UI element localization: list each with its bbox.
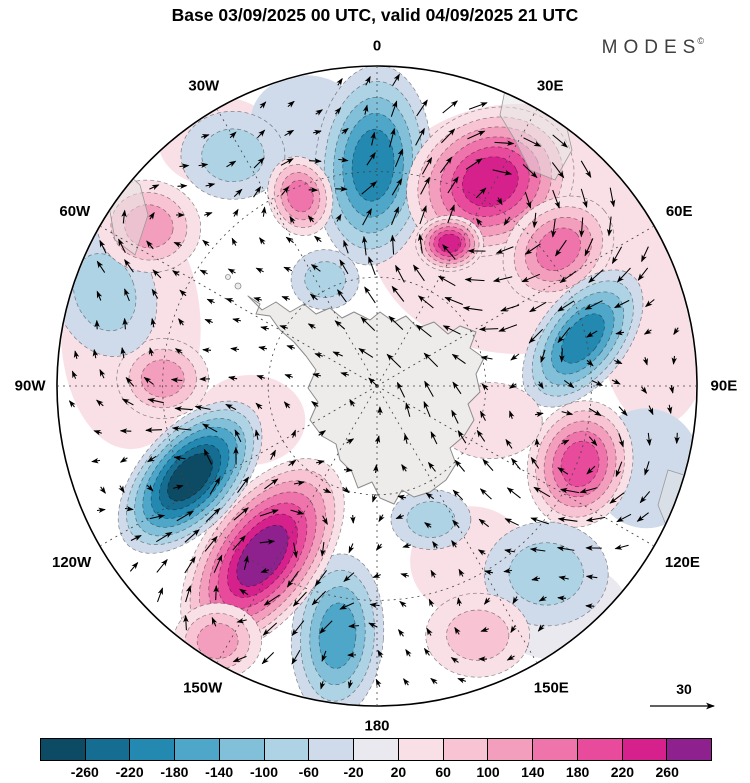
colorbar-tick-label: -220 [115,764,144,780]
colorbar-tick-label: 60 [435,764,451,780]
colorbar-cell [354,739,399,760]
colorbar-cell [533,739,578,760]
colorbar-cell [488,739,534,760]
reference-vector-label: 30 [676,681,692,697]
longitude-label: 30E [537,78,564,95]
longitude-label: 150E [534,679,569,696]
longitude-label: 60E [666,203,693,220]
copyright-icon: © [697,36,704,46]
colorbar-tick-labels: -260 -220 -180 -140 -100 -60 -20 20 60 100 140 180 2… [40,764,712,782]
island [225,274,231,280]
colorbar-tick-label: 260 [655,764,679,780]
anomaly-contour [140,359,185,398]
colorbar-tick-label: -260 [70,764,99,780]
anomaly-contour [196,623,239,660]
longitude-label: 90E [711,378,738,395]
antarctica-outline [247,295,485,505]
longitude-label: 30W [188,78,220,95]
colorbar-cell [219,739,265,760]
colorbar-tick-label: -100 [249,764,279,780]
colorbar-tick-label: -140 [205,764,234,780]
colorbar-cell [85,739,131,760]
colorbar-cell [264,739,310,760]
colorbar-cell [41,739,86,760]
polar-anomaly-map: 0 30E 60E 90E 120E 150E 180 150W 120W 90W 60W 30W 30 [15,38,738,733]
anomaly-contour [560,313,605,364]
anomaly-contour [560,440,600,488]
chart-title: Base 03/09/2025 00 UTC, valid 04/09/2025… [171,5,579,25]
anomaly-contour [351,128,395,202]
anomaly-contour [446,609,510,661]
longitude-label: 180 [364,718,389,733]
anomaly-contour [462,156,519,207]
longitude-label: 0 [373,38,381,55]
modes-logo-text: MODES [601,37,702,58]
modes-logo: MODES© [602,36,704,59]
anomaly-contour [73,253,137,332]
longitude-label: 120E [665,554,700,571]
colorbar-tick-label: 180 [565,764,590,780]
colorbar-tick-label: -60 [298,764,319,780]
colorbar-cell [309,739,355,760]
map-interior [58,67,696,705]
longitude-label: 60W [59,203,91,220]
wind-arrows [68,73,680,690]
anomaly-contour [508,542,584,606]
colorbar-cell [622,739,668,760]
colorbar-cell [175,739,220,760]
anomaly-contour [236,524,289,587]
colorbar-tick-label: 140 [521,764,545,780]
colorbar-tick-label: 220 [610,764,635,780]
coastline [657,469,696,546]
longitude-label: 90W [15,378,47,395]
colorbar-tick-label: -180 [160,764,189,780]
colorbar-cell [398,739,444,760]
colorbar-cell [443,739,489,760]
anomaly-contour [406,501,456,538]
colorbar-tick-label: -20 [343,764,364,780]
colorbar-cell [577,739,623,760]
longitude-label: 120W [52,554,92,571]
colorbar [40,738,712,761]
island [234,282,242,290]
anomaly-contour [437,233,462,254]
map-boundary [56,65,698,707]
colorbar-cell [667,739,712,760]
anomaly-contour [201,128,265,183]
colorbar-tick-label: 20 [390,764,407,780]
longitude-label: 150W [183,679,223,696]
colorbar-tick-label: 100 [476,764,500,780]
colorbar-cell [130,739,176,760]
anomaly-contour [318,602,357,669]
